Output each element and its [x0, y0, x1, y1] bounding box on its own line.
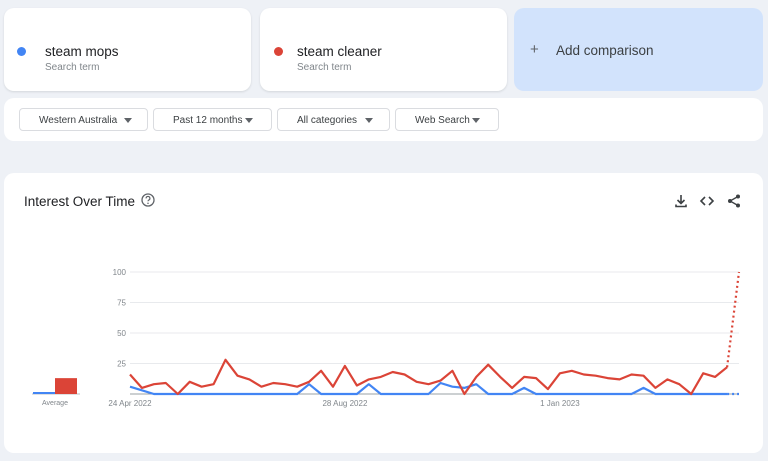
average-bar: [33, 392, 55, 394]
x-tick-label: 24 Apr 2022: [108, 399, 152, 408]
add-comparison-button[interactable]: + Add comparison: [514, 8, 763, 91]
caret-down-icon: [472, 118, 480, 123]
category-dropdown[interactable]: All categories: [277, 108, 390, 131]
caret-down-icon: [365, 118, 373, 123]
series-color-dot: [274, 47, 283, 56]
average-label: Average: [42, 400, 68, 407]
filter-bar: Western Australia Past 12 months All cat…: [4, 98, 763, 141]
dropdown-label: Past 12 months: [173, 115, 243, 126]
search-term-subtitle: Search term: [45, 62, 100, 73]
average-bar: [55, 378, 77, 394]
caret-down-icon: [124, 118, 132, 123]
y-tick-label: 75: [117, 299, 126, 308]
interest-over-time-card: Interest Over Time 100 75 50 25 24 Apr 2022 2…: [4, 173, 763, 453]
dropdown-label: Web Search: [415, 115, 470, 126]
plus-icon: +: [530, 41, 539, 58]
add-comparison-label: Add comparison: [556, 43, 654, 58]
y-tick-label: 100: [113, 268, 127, 277]
y-tick-label: 25: [117, 360, 126, 369]
search-term-name[interactable]: steam cleaner: [297, 44, 382, 59]
dropdown-label: Western Australia: [39, 115, 118, 126]
search-term-subtitle: Search term: [297, 62, 352, 73]
y-tick-label: 50: [117, 329, 126, 338]
series-line: [129, 381, 728, 396]
chart-title: Interest Over Time: [24, 194, 136, 209]
series-line: [129, 358, 728, 396]
search-term-card-1[interactable]: steam mops Search term: [4, 8, 251, 91]
caret-down-icon: [245, 118, 253, 123]
help-icon[interactable]: [141, 193, 155, 207]
search-term-name[interactable]: steam mops: [45, 44, 119, 59]
embed-icon[interactable]: [699, 193, 715, 209]
time-range-dropdown[interactable]: Past 12 months: [153, 108, 272, 131]
series-line-partial: [726, 271, 741, 368]
share-icon[interactable]: [726, 193, 742, 209]
x-tick-label: 1 Jan 2023: [540, 399, 580, 408]
search-term-card-2[interactable]: steam cleaner Search term: [260, 8, 507, 91]
dropdown-label: All categories: [297, 115, 358, 126]
interest-chart: 100 75 50 25 24 Apr 2022 28 Aug 2022 1 Jan 202…: [32, 268, 741, 408]
search-type-dropdown[interactable]: Web Search: [395, 108, 499, 131]
x-tick-label: 28 Aug 2022: [322, 399, 367, 408]
series-color-dot: [17, 47, 26, 56]
download-icon[interactable]: [673, 193, 689, 209]
region-dropdown[interactable]: Western Australia: [19, 108, 148, 131]
